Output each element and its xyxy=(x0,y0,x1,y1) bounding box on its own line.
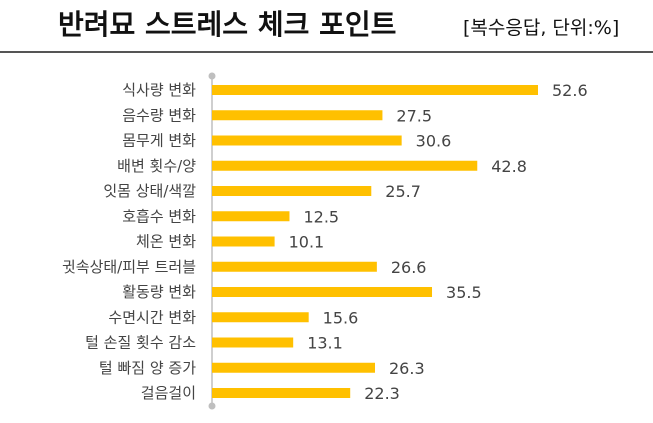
bar xyxy=(212,312,309,323)
bar xyxy=(212,287,433,297)
value-label: 42.8 xyxy=(491,157,527,176)
value-label: 26.3 xyxy=(389,359,425,378)
value-label: 22.3 xyxy=(364,384,400,403)
category-label: 수면시간 변화 xyxy=(108,308,196,326)
bar xyxy=(212,362,375,373)
bar xyxy=(212,236,275,247)
category-label: 귓속상태/피부 트러블 xyxy=(62,258,196,276)
bar xyxy=(212,85,538,95)
value-label: 30.6 xyxy=(416,132,452,151)
value-label: 25.7 xyxy=(385,182,421,201)
chart-subtitle: [복수응답, 단위:%] xyxy=(463,17,620,39)
chart-plot-area: 식사량 변화 52.6 음수량 변화 27.5 몸무게 변화 30.6 배변 횟수/양 42.… xyxy=(62,72,588,410)
title-divider xyxy=(0,51,653,53)
category-label: 식사량 변화 xyxy=(122,81,196,99)
bar xyxy=(212,186,372,196)
bar xyxy=(212,110,383,121)
bar xyxy=(212,337,294,348)
category-label: 잇몸 상태/색깔 xyxy=(103,182,196,200)
bar xyxy=(212,261,377,272)
value-label: 10.1 xyxy=(289,233,325,252)
category-label: 체온 변화 xyxy=(136,233,196,251)
bar xyxy=(212,135,402,146)
category-label: 활동량 변화 xyxy=(122,283,196,301)
value-label: 27.5 xyxy=(396,106,432,125)
axis-bottom-dot xyxy=(208,402,216,410)
value-label: 12.5 xyxy=(303,207,339,226)
value-label: 35.5 xyxy=(446,283,482,302)
category-label: 몸무게 변화 xyxy=(122,132,196,150)
bar xyxy=(212,388,351,398)
bar xyxy=(212,211,290,222)
title-bar: 반려묘 스트레스 체크 포인트 [복수응답, 단위:%] xyxy=(0,0,653,53)
bar xyxy=(212,160,478,171)
chart-title: 반려묘 스트레스 체크 포인트 xyxy=(58,8,397,41)
category-label: 털 빠짐 양 증가 xyxy=(99,359,196,377)
category-label: 호흡수 변화 xyxy=(122,207,196,225)
category-label: 걸음걸이 xyxy=(141,384,196,402)
axis-top-dot xyxy=(208,72,216,80)
value-label: 13.1 xyxy=(307,334,343,353)
value-label: 52.6 xyxy=(552,81,588,100)
value-label: 26.6 xyxy=(391,258,427,277)
category-label: 음수량 변화 xyxy=(122,106,196,124)
category-label: 배변 횟수/양 xyxy=(117,157,196,175)
category-label: 털 손질 횟수 감소 xyxy=(85,334,196,352)
value-label: 15.6 xyxy=(323,308,359,327)
